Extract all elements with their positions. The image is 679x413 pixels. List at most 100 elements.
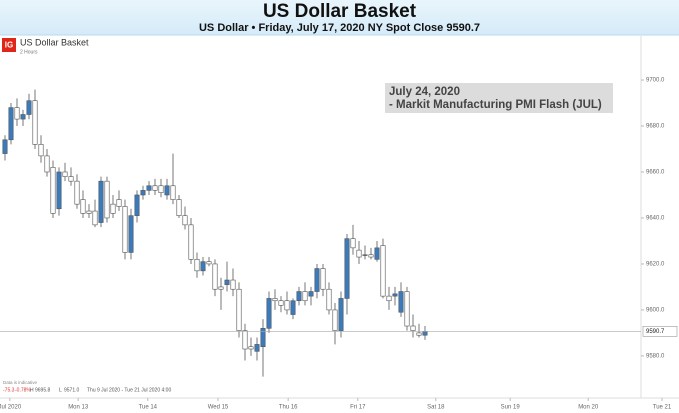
candle-body: [128, 215, 134, 253]
y-tick-label: 9660.0: [646, 170, 665, 176]
candle-body: [398, 291, 404, 313]
candle-body: [200, 261, 206, 272]
candle-body: [104, 180, 110, 219]
candle-body: [230, 279, 236, 290]
candle-body: [356, 249, 362, 258]
x-tick-label: Thu 16: [279, 405, 298, 411]
candle-body: [170, 185, 176, 200]
candle-body: [338, 298, 344, 331]
candle-body: [272, 298, 278, 302]
candle-body: [374, 247, 380, 260]
candle-body: [206, 261, 212, 265]
candle-body: [314, 268, 320, 292]
candle-body: [74, 180, 80, 205]
annotation: - Markit Manufacturing PMI Flash (JUL): [389, 99, 602, 111]
candle-body: [410, 325, 416, 331]
candle-body: [14, 107, 20, 120]
candle-body: [308, 291, 314, 297]
annotation: July 24, 2020: [389, 86, 460, 98]
x-tick-label: Fri 17: [350, 405, 366, 411]
candle-body: [86, 210, 92, 214]
candle-body: [20, 114, 26, 120]
candle-body: [302, 291, 308, 302]
y-tick-label: 9680.0: [646, 124, 665, 130]
candle-body: [212, 263, 218, 290]
candle-body: [140, 190, 146, 196]
candle-body: [146, 185, 152, 191]
x-tick-label: Tue 14: [139, 405, 158, 411]
logo-text: IG: [5, 41, 13, 50]
last-price-label: 9590.7: [646, 329, 665, 335]
y-tick-label: 9640.0: [646, 216, 665, 222]
logo: [2, 38, 16, 52]
info: -0.78%: [15, 387, 31, 393]
candle-body: [362, 254, 368, 256]
candle-body: [32, 100, 38, 145]
candle-body: [68, 176, 74, 182]
header: [0, 0, 679, 35]
candle-body: [326, 288, 332, 311]
candle-body: [218, 286, 224, 290]
candle-body: [380, 245, 386, 297]
candle-body: [122, 206, 128, 253]
candle-body: [158, 185, 164, 193]
candle-body: [284, 300, 290, 311]
chart-title: US Dollar Basket: [263, 1, 417, 22]
candle-body: [320, 268, 326, 290]
info: H: [30, 387, 34, 393]
candle-body: [8, 107, 14, 141]
candle-body: [194, 259, 200, 272]
candle-body: [92, 210, 98, 226]
candle-body: [116, 199, 122, 207]
candle-body: [344, 238, 350, 299]
candle-body: [188, 224, 194, 260]
candle-body: [44, 155, 50, 173]
disclaimer: Data is indicative: [3, 380, 38, 385]
candle-body: [422, 331, 428, 336]
x-tick-label: Wed 15: [208, 405, 229, 411]
candle-body: [164, 185, 170, 196]
candle-body: [290, 300, 296, 315]
candle-body: [416, 332, 422, 336]
candle-body: [62, 171, 68, 177]
y-tick-label: 9700.0: [646, 78, 665, 84]
instrument: US Dollar Basket: [20, 37, 89, 47]
y-tick-label: 9580.0: [646, 353, 665, 359]
candle-body: [38, 144, 44, 157]
info: 9695.8: [35, 387, 51, 393]
info: -75.3: [3, 387, 15, 393]
candle-body: [134, 194, 140, 216]
candle-body: [386, 295, 392, 302]
last-price-box: [642, 326, 678, 337]
candle-body: [80, 199, 86, 214]
candle-body: [332, 309, 338, 331]
candle-body: [236, 288, 242, 331]
candle-body: [98, 180, 104, 223]
x-tick-label: Jul 2020: [0, 405, 22, 411]
x-tick-label: Mon 20: [578, 405, 599, 411]
x-tick-label: Tue 21: [653, 405, 672, 411]
x-tick-label: Sat 18: [427, 405, 445, 411]
info: L: [59, 387, 62, 393]
candle-body: [392, 293, 398, 297]
x-tick-label: Sun 19: [501, 405, 521, 411]
candle-body: [50, 167, 56, 214]
x-tick-label: Mon 13: [68, 405, 89, 411]
candle-body: [248, 346, 254, 350]
candle-body: [260, 328, 266, 348]
candle-body: [110, 203, 116, 214]
candle-body: [266, 298, 272, 329]
interval: 2 Hours: [20, 49, 38, 55]
info: Thu 9 Jul 2020 - Tue 21 Jul 2020 4:00: [87, 387, 171, 393]
chart-subtitle: US Dollar • Friday, July 17, 2020 NY Spo…: [199, 22, 480, 34]
candle-body: [242, 330, 248, 350]
candle-body: [404, 291, 410, 327]
candle-body: [224, 279, 230, 285]
candle-body: [56, 171, 62, 210]
info: 9571.0: [64, 387, 80, 393]
candle-body: [2, 139, 8, 154]
candle-body: [350, 238, 356, 249]
candle-body: [182, 215, 188, 226]
